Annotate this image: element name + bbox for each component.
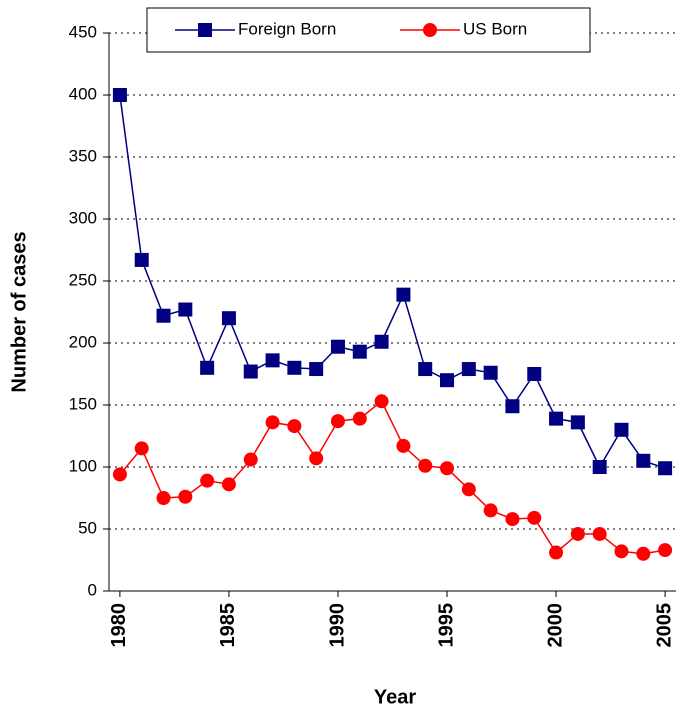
- marker: [265, 415, 280, 430]
- marker: [287, 360, 302, 375]
- marker: [200, 473, 215, 488]
- marker: [374, 394, 389, 409]
- marker: [527, 367, 542, 381]
- marker: [527, 510, 542, 525]
- marker: [658, 543, 673, 558]
- marker: [178, 489, 193, 504]
- marker: [549, 545, 564, 560]
- marker: [352, 411, 367, 426]
- marker: [243, 364, 258, 379]
- marker: [178, 302, 193, 317]
- marker: [614, 544, 629, 559]
- marker: [134, 252, 149, 267]
- marker: [440, 373, 455, 388]
- marker: [112, 88, 127, 102]
- marker: [483, 503, 498, 518]
- legend-label: US Born: [463, 19, 527, 38]
- marker: [309, 362, 324, 377]
- marker: [221, 311, 236, 326]
- marker: [221, 477, 236, 492]
- y-tick-label: 250: [69, 270, 97, 289]
- x-tick-label: 2005: [653, 603, 675, 648]
- marker: [636, 453, 651, 468]
- marker: [330, 414, 345, 429]
- marker: [658, 461, 673, 476]
- legend-marker: [198, 23, 212, 37]
- marker: [287, 419, 302, 434]
- x-tick-label: 1995: [435, 603, 457, 648]
- marker: [374, 334, 389, 349]
- marker: [505, 512, 520, 527]
- y-axis-title: Number of cases: [8, 231, 30, 392]
- marker: [483, 365, 498, 380]
- x-tick-label: 1990: [326, 603, 348, 648]
- legend-marker: [423, 23, 437, 37]
- series-line: [119, 94, 666, 469]
- marker: [592, 526, 607, 541]
- marker: [352, 344, 367, 359]
- marker: [461, 362, 476, 377]
- x-tick-label: 2000: [544, 603, 566, 648]
- marker: [156, 308, 171, 323]
- y-tick-label: 350: [69, 146, 97, 165]
- x-tick-label: 1985: [217, 603, 239, 648]
- marker: [134, 441, 149, 456]
- y-tick-label: 300: [69, 208, 97, 227]
- marker: [592, 460, 607, 474]
- x-axis-title: Year: [374, 686, 416, 708]
- y-tick-label: 100: [69, 456, 97, 475]
- marker: [570, 415, 585, 430]
- marker: [396, 438, 411, 453]
- y-tick-label: 50: [78, 518, 97, 537]
- y-tick-label: 200: [69, 332, 97, 351]
- marker: [200, 360, 215, 375]
- marker: [396, 287, 411, 302]
- marker: [309, 451, 324, 466]
- x-tick-label: 1980: [108, 603, 130, 648]
- marker: [330, 339, 345, 354]
- marker: [418, 458, 433, 473]
- marker: [570, 526, 585, 541]
- marker: [614, 422, 629, 437]
- y-tick-label: 0: [88, 580, 97, 599]
- y-tick-label: 150: [69, 394, 97, 413]
- y-tick-label: 450: [69, 22, 97, 41]
- marker: [112, 467, 127, 482]
- marker: [156, 491, 171, 505]
- marker: [461, 482, 476, 497]
- marker: [243, 452, 258, 467]
- marker: [549, 411, 564, 426]
- marker: [418, 362, 433, 377]
- y-tick-label: 400: [69, 84, 97, 103]
- marker: [505, 399, 520, 414]
- marker: [440, 461, 455, 476]
- marker: [636, 546, 651, 561]
- marker: [265, 353, 280, 368]
- legend-label: Foreign Born: [238, 19, 336, 38]
- legend: Foreign Born US Born: [146, 7, 591, 53]
